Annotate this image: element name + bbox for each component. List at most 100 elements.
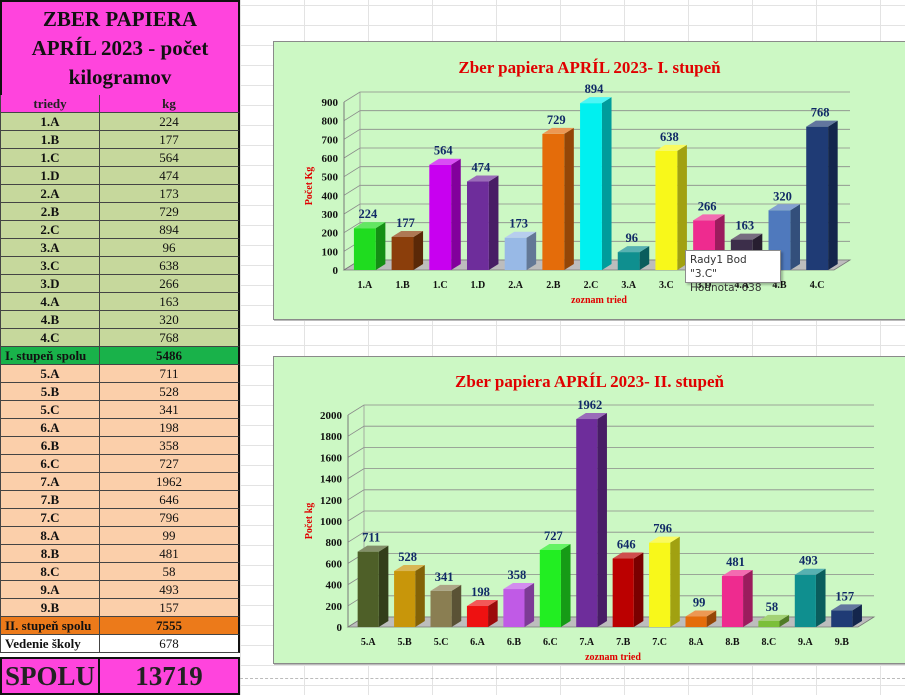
class-cell[interactable]: 5.B [0, 383, 100, 401]
class-cell[interactable]: 4.B [0, 311, 100, 329]
bar-1.A[interactable] [353, 222, 386, 270]
chart-second-grade[interactable]: Zber papiera APRÍL 2023- II. stupeň 0 200 4… [273, 356, 905, 664]
kg-cell[interactable]: 320 [100, 311, 240, 329]
x-tick-label: 3.D [697, 280, 712, 291]
bar-6.A[interactable] [466, 600, 498, 627]
kg-cell[interactable]: 638 [100, 257, 240, 275]
bar-1.D[interactable] [466, 175, 499, 270]
class-cell[interactable]: 4.A [0, 293, 100, 311]
kg-cell[interactable]: 474 [100, 167, 240, 185]
class-cell[interactable]: 8.B [0, 545, 100, 563]
kg-cell[interactable]: 96 [100, 239, 240, 257]
class-cell[interactable]: 2.C [0, 221, 100, 239]
header-cell-triedy[interactable]: triedy [0, 95, 100, 113]
bar-5.C[interactable] [430, 584, 462, 627]
class-cell[interactable]: 5.C [0, 401, 100, 419]
table-title[interactable]: ZBER PAPIERA APRÍL 2023 - počet kilogram… [0, 0, 240, 97]
bar-top [394, 565, 425, 572]
class-cell[interactable]: 2.A [0, 185, 100, 203]
bar-value-label: 894 [585, 82, 605, 96]
class-cell[interactable]: 7.A [0, 473, 100, 491]
class-cell[interactable]: 8.A [0, 527, 100, 545]
class-cell[interactable]: I. stupeň spolu [0, 347, 100, 365]
kg-cell[interactable]: 1962 [100, 473, 240, 491]
kg-cell[interactable]: 198 [100, 419, 240, 437]
bar-6.B[interactable] [503, 583, 535, 627]
class-cell[interactable]: 7.B [0, 491, 100, 509]
kg-cell[interactable]: 341 [100, 401, 240, 419]
kg-cell[interactable]: 7555 [100, 617, 240, 635]
bar-2.A[interactable] [504, 231, 537, 270]
kg-cell[interactable]: 5486 [100, 347, 240, 365]
class-cell[interactable]: 9.A [0, 581, 100, 599]
table-row: 2.C 894 [0, 221, 240, 239]
class-cell[interactable]: 6.A [0, 419, 100, 437]
total-label-cell[interactable]: SPOLU [0, 657, 100, 695]
bar-2.B[interactable] [542, 127, 574, 270]
class-cell[interactable]: Vedenie školy [0, 635, 100, 653]
bar-5.B[interactable] [394, 565, 425, 627]
kg-cell[interactable]: 711 [100, 365, 240, 383]
kg-cell[interactable]: 481 [100, 545, 240, 563]
class-cell[interactable]: 6.B [0, 437, 100, 455]
header-cell-kg[interactable]: kg [100, 95, 240, 113]
bar-7.B[interactable] [612, 552, 644, 627]
bar-5.A[interactable] [357, 545, 389, 627]
kg-cell[interactable]: 173 [100, 185, 240, 203]
kg-cell[interactable]: 177 [100, 131, 240, 149]
class-cell[interactable]: 1.C [0, 149, 100, 167]
kg-cell[interactable]: 528 [100, 383, 240, 401]
class-cell[interactable]: 6.C [0, 455, 100, 473]
class-cell[interactable]: 8.C [0, 563, 100, 581]
kg-cell[interactable]: 768 [100, 329, 240, 347]
bar-8.C[interactable] [758, 614, 790, 627]
kg-cell[interactable]: 894 [100, 221, 240, 239]
kg-cell[interactable]: 493 [100, 581, 240, 599]
bar-7.A[interactable] [576, 413, 607, 627]
chart-first-grade[interactable]: Zber papiera APRÍL 2023- I. stupeň 0 100 20… [273, 41, 905, 320]
kg-cell[interactable]: 163 [100, 293, 240, 311]
class-cell[interactable]: 1.D [0, 167, 100, 185]
subtotal-row-second-grade: II. stupeň spolu 7555 [0, 617, 240, 635]
kg-cell[interactable]: 58 [100, 563, 240, 581]
bar-2.C[interactable] [580, 97, 612, 270]
bar-9.A[interactable] [794, 568, 826, 627]
bar-9.B[interactable] [831, 604, 862, 627]
table-row: 3.D 266 [0, 275, 240, 293]
bar-3.C[interactable] [655, 144, 687, 270]
kg-cell[interactable]: 358 [100, 437, 240, 455]
kg-cell[interactable]: 678 [100, 635, 240, 653]
bar-7.C[interactable] [649, 536, 680, 627]
bar-4.B[interactable] [768, 204, 800, 270]
bar-3.A[interactable] [617, 246, 650, 270]
class-cell[interactable]: 2.B [0, 203, 100, 221]
kg-cell[interactable]: 99 [100, 527, 240, 545]
gridline [347, 447, 874, 458]
class-cell[interactable]: 1.B [0, 131, 100, 149]
kg-cell[interactable]: 224 [100, 113, 240, 131]
total-value-cell[interactable]: 13719 [100, 657, 240, 695]
class-cell[interactable]: 3.C [0, 257, 100, 275]
kg-cell[interactable]: 729 [100, 203, 240, 221]
class-cell[interactable]: 9.B [0, 599, 100, 617]
class-cell[interactable]: 5.A [0, 365, 100, 383]
kg-cell[interactable]: 564 [100, 149, 240, 167]
bar-6.C[interactable] [539, 543, 571, 627]
bar-8.B[interactable] [721, 570, 753, 627]
class-cell[interactable]: 7.C [0, 509, 100, 527]
bar-side [779, 614, 790, 627]
kg-cell[interactable]: 727 [100, 455, 240, 473]
class-cell[interactable]: 1.A [0, 113, 100, 131]
kg-cell[interactable]: 266 [100, 275, 240, 293]
bar-1.C[interactable] [429, 158, 461, 270]
bar-8.A[interactable] [685, 610, 717, 627]
kg-cell[interactable]: 157 [100, 599, 240, 617]
kg-cell[interactable]: 646 [100, 491, 240, 509]
class-cell[interactable]: II. stupeň spolu [0, 617, 100, 635]
class-cell[interactable]: 3.D [0, 275, 100, 293]
bar-4.C[interactable] [806, 120, 838, 270]
bar-1.B[interactable] [391, 230, 424, 270]
class-cell[interactable]: 3.A [0, 239, 100, 257]
kg-cell[interactable]: 796 [100, 509, 240, 527]
class-cell[interactable]: 4.C [0, 329, 100, 347]
